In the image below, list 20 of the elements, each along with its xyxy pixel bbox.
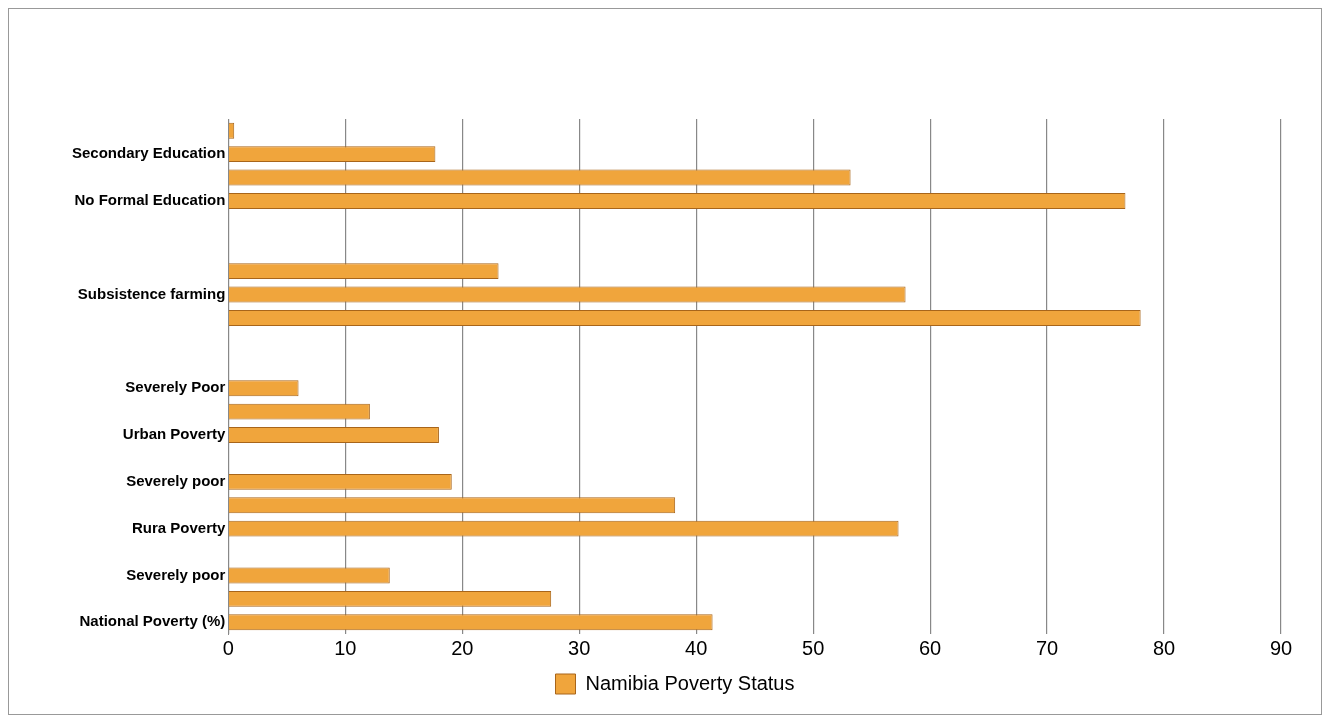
x-tick-label: 60 [919,636,942,659]
x-tick-label: 40 [685,636,708,659]
y-tick-label: Urban Poverty [122,425,227,443]
y-tick-label: Secondary Education [71,144,226,162]
x-tick-label: 80 [1152,636,1176,659]
x-tick-label: 30 [568,636,591,659]
y-tick-label: Subsistence farming [77,284,226,302]
y-tick-label: Severely poor [126,471,226,489]
x-tick-label: 90 [1269,636,1293,659]
x-tick-label: 70 [1035,636,1059,659]
x-tick-label: 0 [222,636,234,659]
y-tick-label: No Formal Education [74,191,226,209]
legend-label: Namibia Poverty Status [585,671,795,694]
y-tick-label: National Poverty (%) [79,612,226,630]
y-tick-label: Severely poor [126,565,226,583]
y-tick-label: Severely Poor [125,378,226,396]
x-tick-label: 20 [451,636,474,659]
y-tick-label: Rura Poverty [131,518,227,536]
x-tick-label: 10 [334,636,357,659]
x-tick-label: 50 [802,636,825,659]
